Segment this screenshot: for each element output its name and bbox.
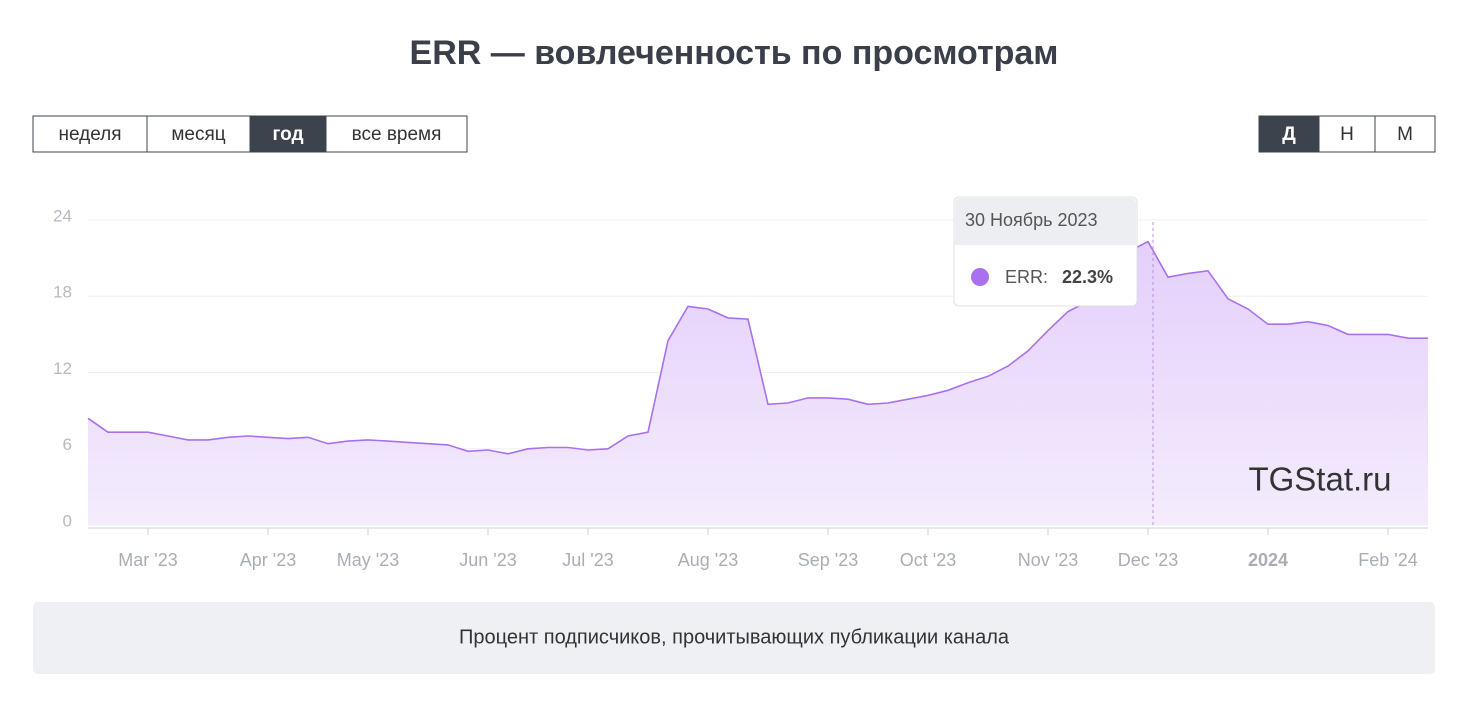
y-tick-label: 0: [63, 511, 72, 530]
toggle-button[interactable]: [32, 115, 148, 153]
toggle-button[interactable]: [1318, 115, 1376, 153]
line: [87, 240, 1428, 455]
toggle-button[interactable]: [1258, 115, 1320, 153]
toggle-label[interactable]: Н: [1340, 124, 1354, 145]
x-tick-label: Feb '24: [1358, 550, 1417, 570]
x-tick-label: Sep '23: [798, 550, 859, 570]
area-fill: [88, 241, 1428, 525]
x-tick-label: Aug '23: [678, 550, 739, 570]
toggle-button[interactable]: [1374, 115, 1436, 153]
tooltip-dot: [971, 268, 989, 286]
tooltip-date: 30 Ноябрь 2023: [965, 210, 1098, 230]
toggle-label[interactable]: Д: [1282, 124, 1296, 145]
x-tick-label: 2024: [1248, 550, 1288, 570]
toggle-button[interactable]: [146, 115, 251, 153]
caption-box: [33, 602, 1435, 674]
x-tick-label: May '23: [337, 550, 399, 570]
y-tick-label: 18: [53, 283, 72, 302]
toggle-label[interactable]: месяц: [171, 124, 225, 145]
chart-title: ERR — вовлеченность по просмотрам: [410, 34, 1059, 72]
x-tick-label: Mar '23: [118, 550, 177, 570]
tooltip: 30 Ноябрь 2023 ERR: 22.3%: [953, 196, 1138, 307]
toggle-button[interactable]: [325, 115, 468, 153]
toggle-label[interactable]: год: [272, 124, 303, 145]
watermark: TGStat.ru: [1248, 461, 1391, 498]
x-tick-label: Nov '23: [1018, 550, 1078, 570]
caption: Процент подписчиков, прочитывающих публи…: [459, 626, 1010, 648]
tooltip-header: [955, 198, 1136, 245]
tooltip-value: 22.3%: [1062, 267, 1113, 287]
y-tick-label: 6: [63, 435, 72, 454]
toggle-label[interactable]: М: [1397, 124, 1413, 145]
x-tick-label: Jul '23: [562, 550, 613, 570]
x-tick-label: Oct '23: [900, 550, 956, 570]
y-tick-label: 12: [53, 359, 72, 378]
toggle-label[interactable]: все время: [352, 124, 442, 145]
x-tick-label: Apr '23: [240, 550, 296, 570]
y-tick-label: 24: [53, 206, 72, 225]
toggle-button[interactable]: [249, 115, 327, 153]
x-tick-label: Jun '23: [459, 550, 516, 570]
x-tick-label: Dec '23: [1118, 550, 1178, 570]
toggle-label[interactable]: неделя: [58, 124, 121, 145]
tooltip-series: ERR:: [1005, 267, 1048, 287]
